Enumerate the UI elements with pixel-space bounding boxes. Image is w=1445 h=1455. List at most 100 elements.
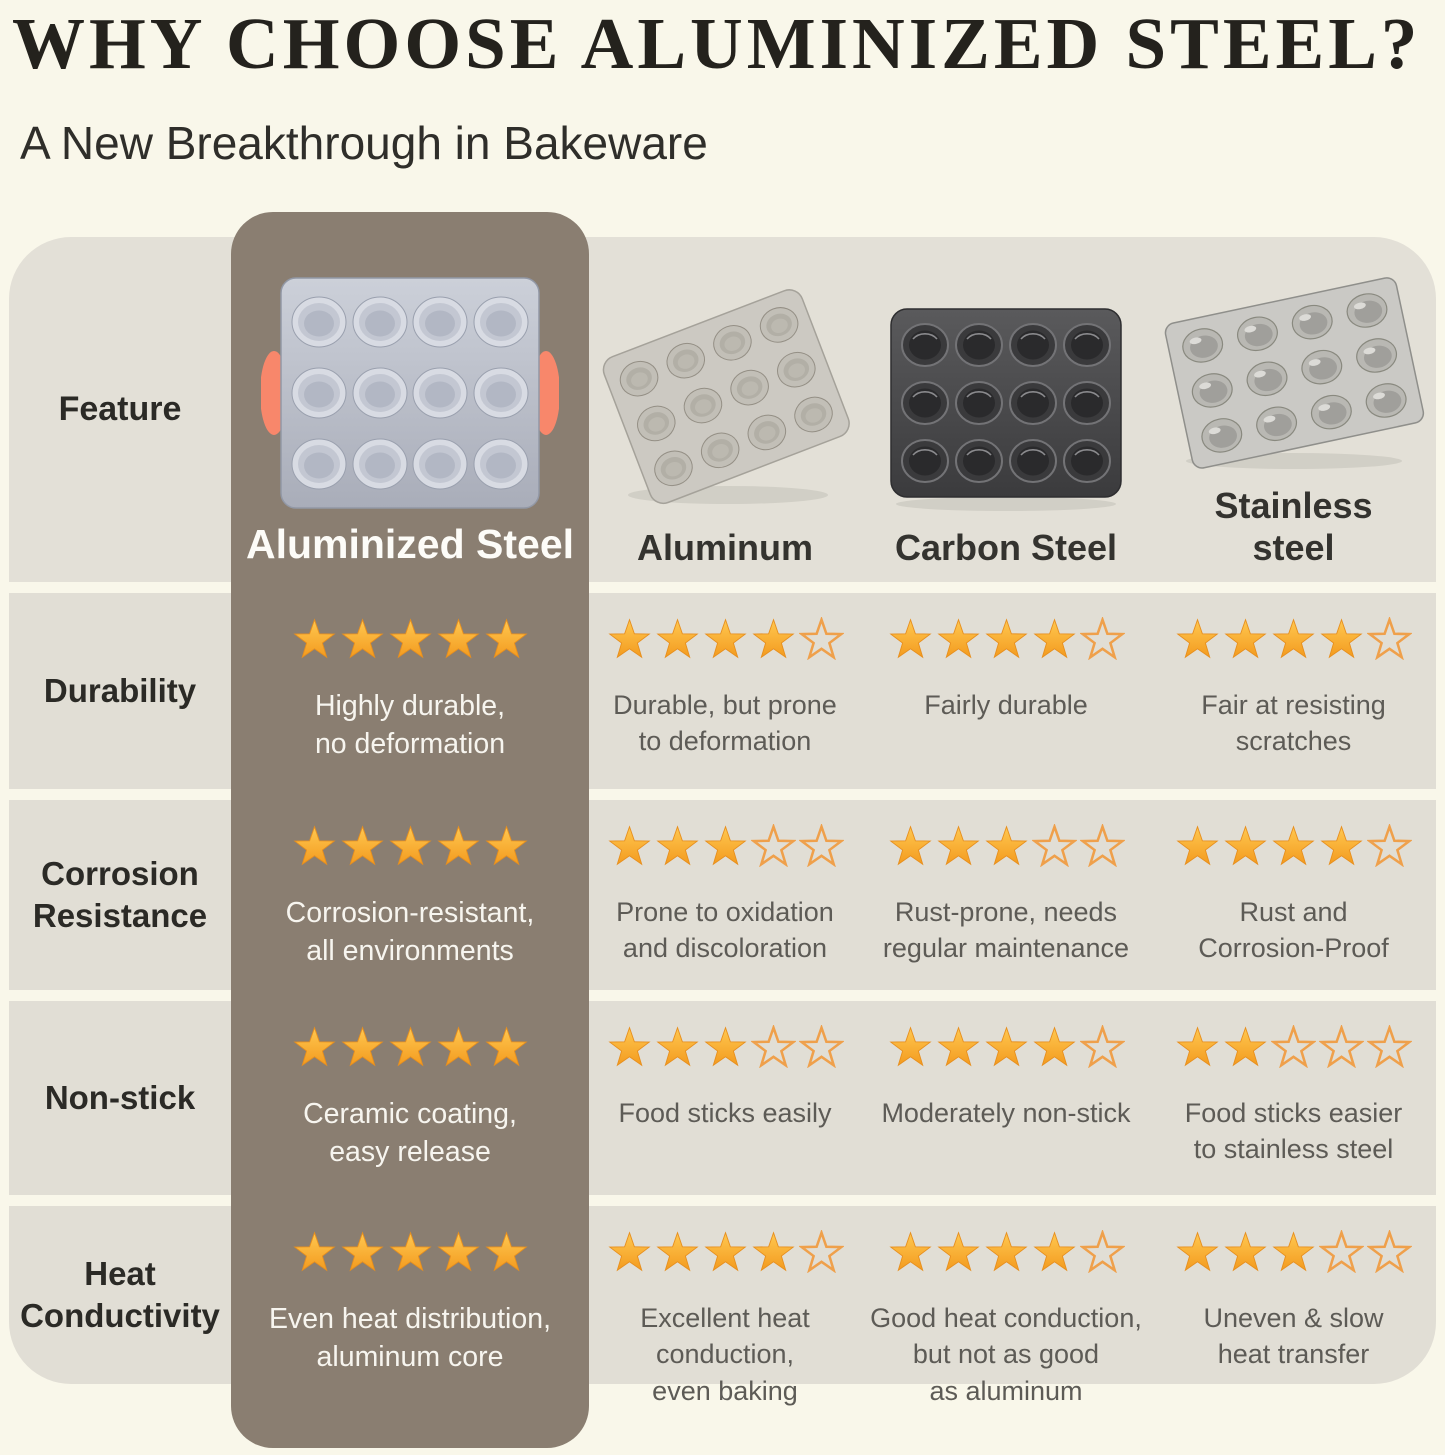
star-icon-filled (436, 825, 480, 866)
star-icon-filled (1272, 1231, 1315, 1272)
star-icon-empty (1271, 1025, 1316, 1068)
rating-note: Food sticks easily (618, 1098, 832, 1128)
star-icon-filled (1224, 618, 1267, 659)
star-icon-filled (703, 1026, 747, 1067)
star-icon-filled (655, 1026, 699, 1067)
star-rating (1175, 617, 1412, 660)
star-rating (607, 617, 844, 660)
star-rating (292, 824, 529, 867)
star-icon-filled (1272, 825, 1315, 866)
rating-cell: Food sticks easier to stainless steel (1151, 1001, 1436, 1195)
star-icon-filled (703, 1231, 747, 1272)
star-icon-filled (436, 1026, 480, 1067)
star-icon-filled (984, 618, 1028, 659)
star-icon-filled (388, 1231, 432, 1272)
star-rating (607, 1230, 844, 1273)
aluminum-pan-image (590, 281, 860, 513)
star-rating (607, 824, 844, 867)
star-icon-filled (388, 1026, 432, 1067)
rating-cell: Moderately non-stick (861, 1001, 1151, 1195)
star-icon-empty (1367, 617, 1412, 660)
page-subtitle: A New Breakthrough in Bakeware (20, 117, 708, 169)
star-icon-filled (484, 1026, 528, 1067)
star-icon-empty (1367, 824, 1412, 867)
star-icon-filled (1320, 618, 1363, 659)
star-icon-filled (1320, 825, 1363, 866)
star-rating (292, 1025, 529, 1068)
rating-cell: Rust and Corrosion-Proof (1151, 800, 1436, 990)
star-icon-filled (1032, 618, 1076, 659)
column-header-aluminized-steel: Aluminized Steel (231, 237, 589, 582)
column-header-aluminum: Aluminum (589, 237, 861, 582)
star-rating (292, 1230, 529, 1273)
star-icon-filled (1176, 618, 1219, 659)
stainless-steel-pan-image (1154, 271, 1434, 471)
star-icon-empty (798, 617, 844, 660)
carbon-steel-pan-image (881, 301, 1131, 513)
star-icon-empty (1319, 1025, 1364, 1068)
star-icon-filled (751, 618, 795, 659)
star-icon-filled (936, 1026, 980, 1067)
star-icon-filled (607, 825, 651, 866)
star-icon-empty (1367, 1025, 1412, 1068)
star-icon-empty (1367, 1230, 1412, 1273)
star-rating (1175, 824, 1412, 867)
star-icon-filled (388, 618, 432, 659)
rating-cell: Ceramic coating, easy release (231, 1001, 589, 1195)
star-icon-filled (292, 825, 336, 866)
rating-note: Fair at resisting scratches (1201, 690, 1386, 757)
star-icon-filled (751, 1231, 795, 1272)
star-rating (888, 1230, 1125, 1273)
star-icon-empty (798, 824, 844, 867)
star-icon-filled (1176, 1231, 1219, 1272)
feature-label-heat-conductivity: Heat Conductivity (20, 1254, 220, 1334)
rating-note: Ceramic coating, easy release (303, 1098, 517, 1169)
star-icon-filled (1176, 825, 1219, 866)
column-title: Aluminized Steel (245, 520, 575, 567)
star-icon-filled (888, 1026, 932, 1067)
star-icon-filled (1032, 1026, 1076, 1067)
star-icon-empty (1079, 1230, 1125, 1273)
star-icon-filled (984, 1231, 1028, 1272)
star-icon-empty (798, 1230, 844, 1273)
star-icon-filled (340, 1231, 384, 1272)
rating-note: Good heat conduction, but not as good as… (870, 1303, 1142, 1406)
star-rating (292, 617, 529, 660)
star-icon-filled (607, 618, 651, 659)
star-icon-filled (1272, 618, 1315, 659)
star-icon-filled (1224, 1231, 1267, 1272)
rating-note: Uneven & slow heat transfer (1203, 1303, 1384, 1370)
star-icon-filled (1224, 1026, 1267, 1067)
star-icon-filled (888, 825, 932, 866)
star-icon-filled (1224, 825, 1267, 866)
rating-cell: Excellent heat conduction, even baking (589, 1206, 861, 1406)
feature-label-corrosion-resistance: Corrosion Resistance (32, 854, 208, 934)
rating-cell: Food sticks easily (589, 1001, 861, 1195)
star-rating (888, 617, 1125, 660)
star-icon-filled (655, 825, 699, 866)
rating-note: Corrosion-resistant, all environments (285, 897, 535, 968)
rating-cell: Prone to oxidation and discoloration (589, 800, 861, 990)
rating-note: Excellent heat conduction, even baking (640, 1303, 810, 1406)
star-icon-filled (984, 1026, 1028, 1067)
star-icon-filled (340, 1026, 384, 1067)
star-icon-filled (292, 618, 336, 659)
star-icon-empty (750, 1025, 796, 1068)
column-header-stainless-steel: Stainless steel (1151, 237, 1436, 582)
rating-note: Rust-prone, needs regular maintenance (882, 897, 1130, 964)
star-icon-empty (1079, 617, 1125, 660)
star-icon-empty (1079, 824, 1125, 867)
star-icon-filled (703, 825, 747, 866)
star-icon-filled (484, 825, 528, 866)
aluminized-steel-pan-image (261, 273, 559, 513)
star-icon-empty (1319, 1230, 1364, 1273)
star-icon-filled (936, 825, 980, 866)
star-icon-empty (798, 1025, 844, 1068)
star-icon-filled (388, 825, 432, 866)
rating-cell: Fair at resisting scratches (1151, 593, 1436, 789)
rating-cell: Even heat distribution, aluminum core (231, 1206, 589, 1384)
star-icon-filled (1176, 1026, 1219, 1067)
rating-cell: Uneven & slow heat transfer (1151, 1206, 1436, 1384)
page-title: WHY CHOOSE ALUMINIZED STEEL? (12, 3, 1422, 84)
